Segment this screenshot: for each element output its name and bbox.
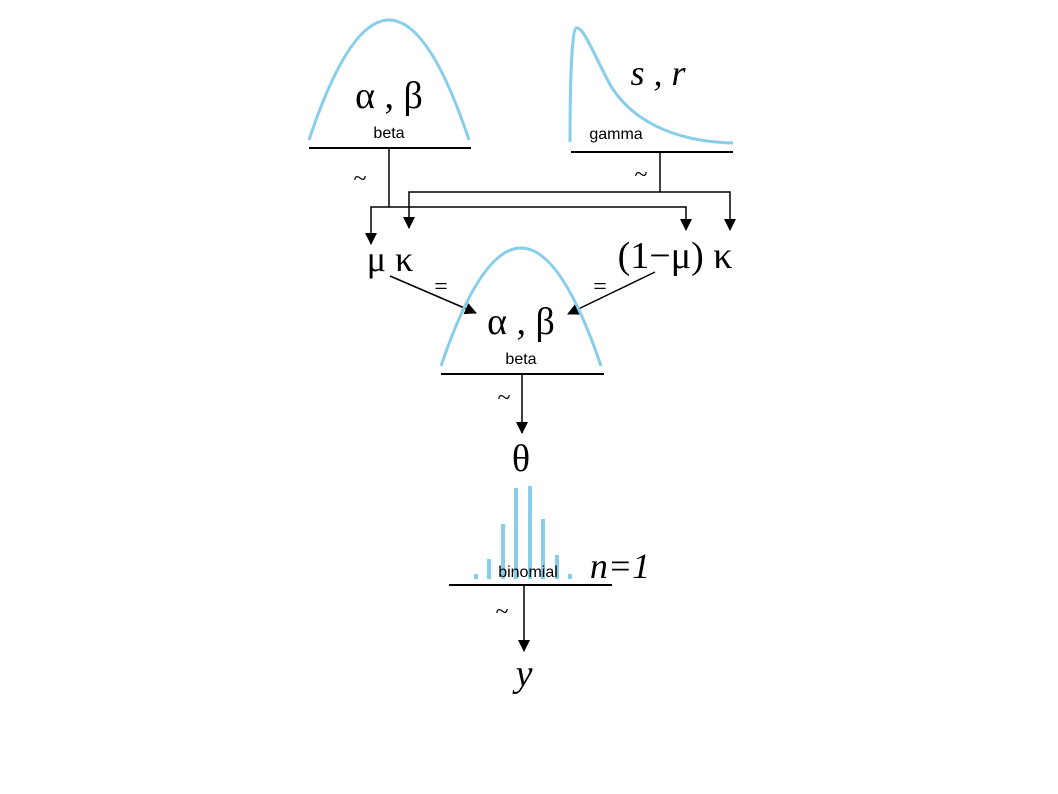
mu-connector-line [365,148,390,245]
binomial-distribution-label: binomial [498,564,558,581]
binomial-tilde-relation: ~ [496,599,509,625]
binomial-likelihood: binomial n=1 ~ [449,486,650,652]
middle-beta-tilde-relation: ~ [498,385,511,411]
theta-label: θ [512,438,530,480]
gamma-distribution-label: gamma [589,126,642,143]
binomial-bars-icon [474,486,572,579]
mu-kappa-expression: μ κ [367,239,413,279]
top-right-gamma-prior: s , r gamma ~ [568,26,734,188]
kappa-connector-line [403,152,661,229]
beta-params-label: α , β [355,75,423,117]
middle-beta-curve-icon [439,246,603,367]
left-equals-arrow [389,275,477,315]
gamma-curve-icon [568,26,734,145]
kappa-to-right-connector-line [660,191,736,231]
right-equals-relation: = [593,274,607,300]
middle-beta-distribution: α , β beta ~ [439,246,604,434]
top-left-beta-prior: α , β beta ~ [307,18,471,192]
gamma-params-label: s , r [630,53,686,93]
gamma-tilde-relation: ~ [635,162,648,188]
beta-tilde-relation: ~ [354,166,367,192]
beta-curve-icon [307,18,471,141]
mu-to-right-connector-line [389,206,692,231]
prior-connectors [365,148,736,245]
observed-y-label: y [512,653,533,695]
middle-beta-params-label: α , β [487,301,555,343]
middle-beta-distribution-label: beta [505,351,536,368]
one-minus-mu-kappa-expression: (1−μ) κ [618,235,733,277]
left-equals-relation: = [434,274,448,300]
beta-distribution-label: beta [373,125,404,142]
binomial-n-label: n=1 [590,546,650,586]
right-equals-arrow [567,271,656,315]
